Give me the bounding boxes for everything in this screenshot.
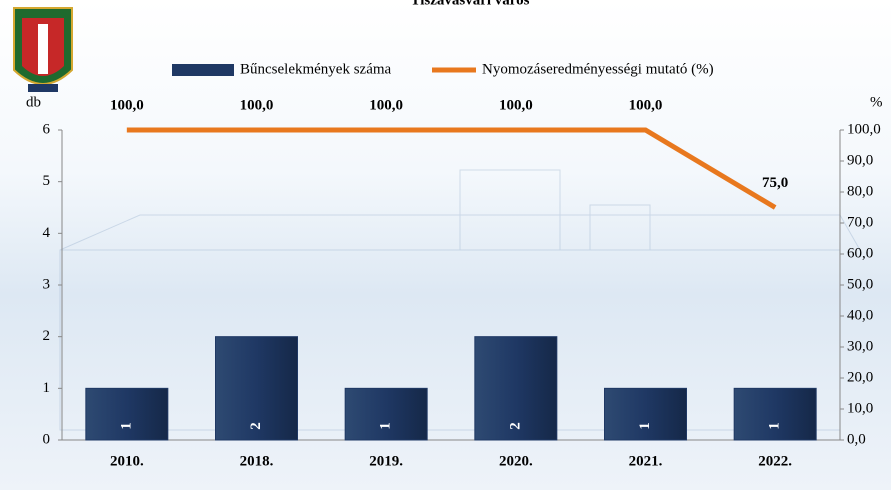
y-tick-label: 4 (43, 225, 51, 241)
y-tick-label: 5 (43, 173, 51, 189)
bar (734, 388, 816, 440)
y2-tick-label: 90,0 (847, 152, 873, 168)
chart: Tiszavasvári város db % 01234560,010,020… (0, 0, 891, 490)
bar (345, 388, 427, 440)
bar-value-label: 1 (767, 422, 783, 430)
line-value-label: 100,0 (240, 97, 274, 113)
y-tick-label: 2 (43, 328, 51, 344)
x-tick-label: 2021. (629, 453, 663, 469)
line-value-label: 100,0 (369, 97, 403, 113)
line-value-label: 100,0 (629, 97, 663, 113)
y-axis-label: db (26, 94, 41, 110)
y2-tick-label: 50,0 (847, 276, 873, 292)
bar (605, 388, 687, 440)
x-tick-label: 2019. (369, 453, 403, 469)
y-tick-label: 6 (43, 121, 51, 137)
y2-tick-label: 10,0 (847, 400, 873, 416)
legend-label: Bűncselekmények száma (240, 61, 392, 77)
y-tick-label: 1 (43, 380, 51, 396)
y2-axis-label: % (870, 94, 883, 110)
chart-title: Tiszavasvári város (410, 0, 529, 8)
x-tick-label: 2022. (758, 453, 792, 469)
line-value-label: 75,0 (762, 175, 788, 191)
y-tick-label: 0 (43, 431, 51, 447)
y2-tick-label: 30,0 (847, 338, 873, 354)
bar-value-label: 2 (507, 422, 523, 430)
bar (86, 388, 168, 440)
y2-tick-label: 20,0 (847, 369, 873, 385)
bar-value-label: 2 (248, 422, 264, 430)
y-tick-label: 3 (43, 276, 51, 292)
bar-value-label: 1 (118, 422, 134, 430)
legend-label: Nyomozáseredményességi mutató (%) (482, 61, 714, 77)
y2-tick-label: 100,0 (847, 121, 881, 137)
x-tick-label: 2010. (110, 453, 144, 469)
y2-tick-label: 70,0 (847, 214, 873, 230)
y2-tick-label: 80,0 (847, 183, 873, 199)
line-value-label: 100,0 (499, 97, 533, 113)
x-tick-label: 2018. (240, 453, 274, 469)
bar-value-label: 1 (637, 422, 653, 430)
bar-value-label: 1 (378, 422, 394, 430)
y2-tick-label: 60,0 (847, 245, 873, 261)
x-tick-label: 2020. (499, 453, 533, 469)
y2-tick-label: 0,0 (847, 431, 866, 447)
legend-swatch (172, 64, 234, 76)
line-value-label: 100,0 (110, 97, 144, 113)
y2-tick-label: 40,0 (847, 307, 873, 323)
